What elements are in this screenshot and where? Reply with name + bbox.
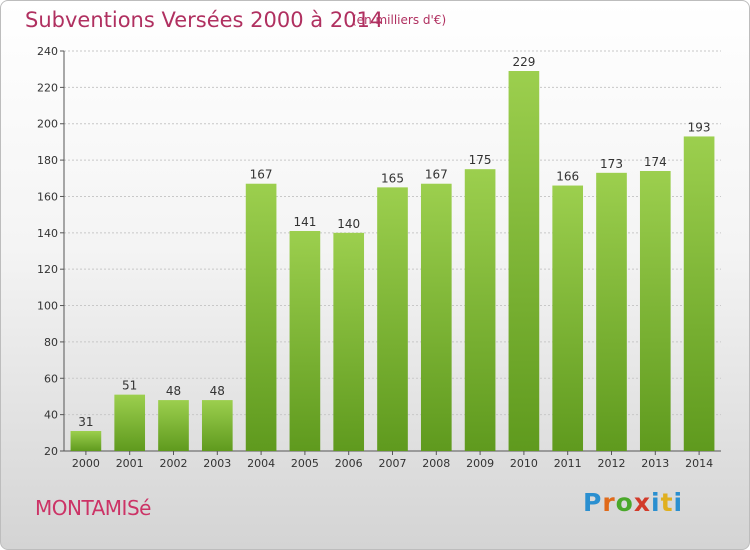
y-tick-label: 40	[44, 409, 58, 422]
y-tick-label: 220	[37, 81, 58, 94]
data-label: 193	[688, 120, 711, 134]
y-tick-label: 140	[37, 227, 58, 240]
x-tick-label: 2005	[291, 457, 319, 470]
data-label: 51	[122, 379, 137, 393]
y-tick-label: 60	[44, 372, 58, 385]
data-labels: 31 51 48 48 167 141 140 165 167 175 229 166 173 174 19…	[78, 55, 710, 429]
data-label: 48	[210, 384, 225, 398]
x-tick-label: 2009	[466, 457, 494, 470]
bar	[596, 172, 627, 451]
bar	[289, 231, 321, 451]
data-label: 140	[337, 217, 360, 231]
y-tick-label: 200	[37, 118, 58, 131]
data-label: 141	[293, 215, 316, 229]
y-tick-label: 160	[37, 190, 58, 203]
data-label: 166	[556, 170, 579, 184]
proxiti-logo: Proxiti	[583, 488, 684, 517]
y-tick-label: 180	[37, 154, 58, 167]
chart-subtitle: (en milliers d'€)	[352, 13, 447, 27]
bar	[158, 400, 189, 451]
x-tick-label: 2011	[554, 457, 582, 470]
x-tick-label: 2010	[510, 457, 538, 470]
data-label: 174	[644, 155, 667, 169]
y-tick-labels: 20 40 60 80 100 120 140 160 180 200 220 240	[37, 45, 58, 458]
bar	[639, 171, 671, 451]
x-tick-label: 2004	[247, 457, 275, 470]
chart-title: Subventions Versées 2000 à 2014	[25, 8, 384, 32]
y-tick-label: 100	[37, 300, 58, 313]
data-label: 48	[166, 384, 181, 398]
bar	[552, 185, 584, 451]
data-label: 229	[512, 55, 535, 69]
y-tick-label: 80	[44, 336, 58, 349]
bar	[683, 136, 715, 452]
x-tick-label: 2012	[598, 457, 626, 470]
x-tick-labels: 2000 2001 2002 2003 2004 2005 2006 2007 2008 2009…	[72, 457, 713, 470]
data-label: 175	[469, 153, 492, 167]
city-name: MONTAMISé	[35, 496, 151, 520]
y-tick-label: 120	[37, 263, 58, 276]
data-label: 167	[425, 168, 448, 182]
data-label: 165	[381, 171, 404, 185]
bar	[420, 183, 452, 451]
bar	[70, 431, 102, 451]
x-tick-label: 2007	[379, 457, 407, 470]
bar	[508, 71, 540, 451]
x-tick-label: 2008	[422, 457, 450, 470]
data-label: 167	[250, 168, 273, 182]
x-tick-label: 2014	[685, 457, 713, 470]
data-label: 31	[78, 415, 93, 429]
x-tick-label: 2006	[335, 457, 363, 470]
x-tick-label: 2002	[160, 457, 188, 470]
bar	[464, 169, 496, 451]
x-tick-label: 2013	[641, 457, 669, 470]
x-tick-label: 2001	[116, 457, 144, 470]
bars	[70, 71, 715, 452]
bar	[245, 183, 277, 451]
y-tick-label: 240	[37, 45, 58, 58]
bar	[377, 187, 408, 451]
bar	[201, 400, 233, 451]
bar	[333, 232, 365, 451]
y-tick-label: 20	[44, 445, 58, 458]
bar	[114, 394, 146, 451]
data-label: 173	[600, 157, 623, 171]
x-tick-label: 2003	[203, 457, 231, 470]
x-tick-label: 2000	[72, 457, 100, 470]
